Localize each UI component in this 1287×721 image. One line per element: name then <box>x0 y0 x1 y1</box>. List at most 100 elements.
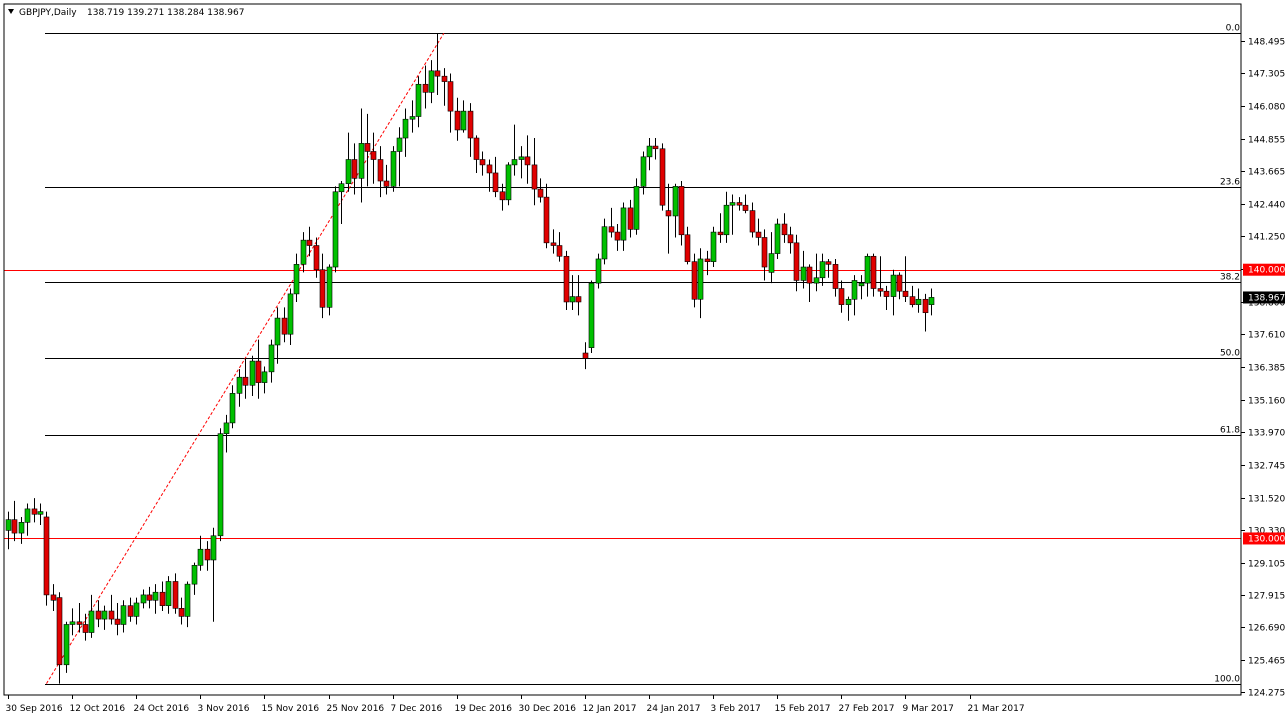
price-level-lines[interactable] <box>4 270 1241 539</box>
level-tag-bg <box>1243 532 1285 545</box>
candle <box>563 250 570 311</box>
x-tick-label: 7 Dec 2016 <box>391 704 443 714</box>
candle-body <box>736 202 743 206</box>
candle <box>108 594 115 625</box>
candle <box>120 600 127 633</box>
candle-body <box>704 258 711 262</box>
candle-body <box>63 624 70 666</box>
candle-body <box>415 83 422 117</box>
y-tick-label: 148.495 <box>1248 38 1285 48</box>
candle-body <box>640 156 647 187</box>
candle <box>813 253 820 292</box>
candle-body <box>511 159 518 166</box>
candle <box>364 113 371 187</box>
candle <box>761 229 768 281</box>
y-tick-label: 135.160 <box>1248 397 1285 407</box>
candle <box>505 162 512 206</box>
y-tick-label: 127.915 <box>1248 592 1285 602</box>
candle-body <box>652 145 659 150</box>
candle <box>338 181 345 225</box>
candle <box>467 103 474 157</box>
candle <box>595 253 602 289</box>
candle <box>806 264 813 302</box>
candle-body <box>627 207 634 230</box>
candle-body <box>396 137 403 152</box>
candle <box>870 253 877 297</box>
candle-body <box>293 264 300 295</box>
time-axis[interactable]: 30 Sep 2016 12 Oct 2016 24 Oct 2016 3 Nov 2… <box>6 695 1025 714</box>
candle <box>319 253 326 319</box>
candle-body <box>922 298 929 314</box>
candle-body <box>761 237 768 268</box>
candle-body <box>351 159 358 179</box>
fibonacci-levels[interactable]: 0.0 23.6 38.2 50.0 61.8 100.0 <box>45 24 1241 685</box>
x-tick-label: 24 Jan 2017 <box>647 704 701 714</box>
plot-frame <box>3 3 1242 696</box>
candle <box>197 535 204 571</box>
candle-body <box>691 261 698 300</box>
candle <box>479 151 486 176</box>
candle <box>18 516 25 544</box>
candle <box>819 253 826 286</box>
y-tick-label: 137.610 <box>1248 331 1285 341</box>
candle <box>370 132 377 184</box>
candle-body <box>370 151 377 160</box>
candle <box>902 256 909 302</box>
x-tick-label: 30 Sep 2016 <box>6 704 63 714</box>
candle <box>390 146 397 192</box>
candle-body <box>486 164 493 174</box>
candle-body <box>896 274 903 292</box>
candle <box>204 541 211 571</box>
candle-body <box>588 282 595 348</box>
candle <box>351 143 358 195</box>
dropdown-triangle-icon[interactable] <box>8 9 14 14</box>
candle <box>473 135 480 173</box>
candle-body <box>883 290 890 297</box>
candle-body <box>825 261 832 265</box>
candle-body <box>793 242 800 281</box>
candle-body <box>819 261 826 279</box>
candle-body <box>127 605 134 617</box>
candle <box>575 275 582 316</box>
candle-body <box>832 264 839 289</box>
candle <box>293 253 300 302</box>
y-tick-label: 143.665 <box>1248 168 1285 178</box>
candle <box>890 269 897 316</box>
candle <box>755 218 762 246</box>
candle <box>922 293 929 332</box>
candle-body <box>877 288 884 292</box>
candle-body <box>697 258 704 300</box>
candle <box>422 65 429 109</box>
fib-label-4: 61.8 <box>1220 426 1240 436</box>
candle-body <box>569 296 576 303</box>
candle-body <box>184 583 191 617</box>
x-tick-label: 25 Nov 2016 <box>327 704 385 714</box>
candle <box>877 256 884 297</box>
candle-body <box>749 210 756 233</box>
y-tick-label: 141.250 <box>1248 233 1285 243</box>
candle-body <box>768 253 775 273</box>
level-price-tag: 140.000 <box>1243 263 1285 276</box>
price-axis[interactable]: 148.495 147.305 146.080 144.855 143.665 142.4… <box>1241 38 1285 699</box>
candle <box>281 307 288 343</box>
candle-body <box>800 266 807 281</box>
candle-body <box>101 610 108 620</box>
candle-body <box>729 202 736 206</box>
candle <box>697 248 704 319</box>
candle <box>165 576 172 614</box>
candle <box>178 597 185 625</box>
price-tags: 140.000 130.000 138.967 <box>1243 263 1285 545</box>
candle <box>569 275 576 311</box>
candle <box>825 258 832 278</box>
candle <box>56 592 63 684</box>
candle-body <box>358 143 365 179</box>
candle <box>729 194 736 235</box>
y-tick-label: 132.745 <box>1248 462 1285 472</box>
candle <box>101 605 108 630</box>
candle <box>268 339 275 383</box>
candle <box>627 199 634 238</box>
candle-body <box>678 186 685 236</box>
candle <box>492 156 499 198</box>
